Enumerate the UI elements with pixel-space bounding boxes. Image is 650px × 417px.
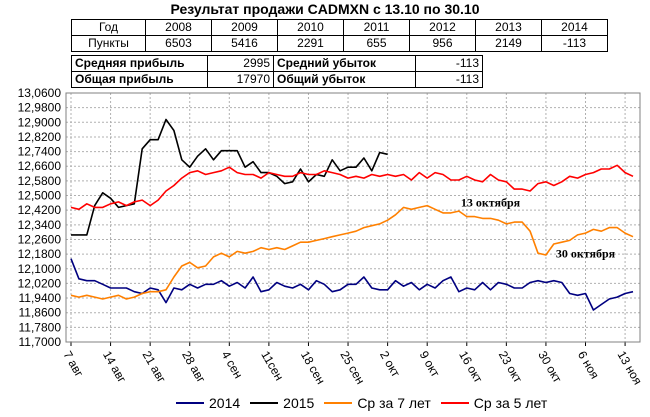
x-tick-label: 21 авг (140, 349, 169, 386)
x-tick-label: 13 ноя (614, 349, 644, 388)
stats-table: Средняя прибыль 2995 Средний убыток -113… (71, 55, 483, 88)
y-tick-label: 12,4200 (18, 203, 62, 217)
points-cell: 5416 (211, 35, 278, 52)
y-tick-label: 12,7400 (18, 145, 62, 159)
y-tick-label: 12,2600 (18, 232, 62, 246)
x-tick-label: 28 авг (179, 349, 208, 386)
legend-swatch-avg7 (324, 402, 353, 404)
points-cell: 2291 (277, 35, 344, 52)
legend-item-avg5: Ср за 5 лет (440, 395, 548, 411)
x-tick-label: 9 окт (417, 349, 443, 380)
grid-lines (66, 92, 640, 346)
y-tick-label: 11,8600 (19, 306, 62, 320)
stats-row-avg: Средняя прибыль 2995 Средний убыток -113 (71, 55, 483, 72)
points-cell: 2149 (475, 35, 542, 52)
legend-label-avg5: Ср за 5 лет (473, 395, 548, 411)
y-tick-label: 13,0600 (18, 86, 62, 100)
year-cell: 2008 (145, 19, 212, 36)
total-loss-value: -113 (415, 71, 483, 88)
legend-item-2014: 2014 (176, 395, 240, 411)
points-cell: -113 (541, 35, 608, 52)
legend-swatch-2015 (250, 402, 279, 404)
total-profit-label: Общая прибыль (71, 71, 208, 88)
x-tick-label: 6 ноя (575, 349, 602, 382)
y-tick-label: 12,0200 (18, 276, 62, 290)
x-tick-label: 30 окт (535, 349, 564, 386)
line-chart: 13,060012,980012,900012,820012,740012,66… (18, 86, 645, 388)
legend-label-2015: 2015 (283, 395, 315, 411)
plot-frame (65, 92, 641, 343)
legend-item-2015: 2015 (250, 395, 314, 411)
points-row: Пункты 6503 5416 2291 655 956 2149 -113 (71, 35, 608, 52)
series-line-2014 (70, 258, 634, 311)
x-tick-label: 11сен (258, 349, 286, 384)
series-line-Ср-за-5-лет (70, 164, 634, 211)
x-axis-labels: 7 авг 14 авг 21 авг 28 авг 4 сен 11сен 18 сен 2… (60, 349, 644, 388)
series-lines (70, 118, 634, 311)
y-tick-label: 12,9800 (18, 101, 62, 115)
y-tick-label: 11,9400 (19, 291, 62, 305)
y-tick-label: 12,6600 (18, 159, 62, 173)
points-row-label: Пункты (71, 35, 146, 52)
points-cell: 655 (343, 35, 410, 52)
points-cell: 956 (409, 35, 476, 52)
x-tick-label: 14 авг (100, 349, 129, 386)
y-tick-label: 12,1000 (18, 262, 62, 276)
x-tick-label: 7 авг (60, 349, 86, 380)
total-profit-value: 17970 (207, 71, 274, 88)
years-row: Год 2008 2009 2010 2011 2012 2013 2014 (71, 19, 608, 36)
y-tick-label: 12,5800 (18, 174, 62, 188)
annotation-label: 30 октября (556, 247, 616, 261)
y-tick-label: 12,1800 (18, 247, 62, 261)
x-tick-label: 23 окт (496, 349, 525, 386)
y-tick-label: 11,7800 (19, 320, 62, 334)
legend-item-avg7: Ср за 7 лет (324, 395, 431, 411)
legend-label-avg7: Ср за 7 лет (357, 395, 431, 411)
legend-label-2014: 2014 (209, 395, 241, 411)
total-loss-label: Общий убыток (273, 71, 416, 88)
x-tick-label: 25 сен (337, 349, 367, 387)
series-line-2015 (71, 118, 388, 236)
y-axis-labels: 13,060012,980012,900012,820012,740012,66… (18, 86, 62, 349)
y-tick-label: 12,8200 (18, 130, 62, 144)
legend-swatch-avg5 (440, 402, 469, 404)
year-cell: 2012 (409, 19, 476, 36)
stats-row-total: Общая прибыль 17970 Общий убыток -113 (71, 71, 483, 88)
series-line-Ср-за-7-лет (70, 204, 634, 300)
x-tick-label: 18 сен (298, 349, 328, 387)
y-tick-label: 12,9000 (18, 115, 62, 129)
legend-swatch-2014 (176, 402, 204, 404)
chart-title: Результат продажи CADMXN с 13.10 по 30.1… (170, 1, 480, 17)
y-tick-label: 11,7000 (19, 335, 62, 349)
avg-loss-value: -113 (415, 55, 483, 72)
year-cell: 2014 (541, 19, 608, 36)
annotation-label: 13 октября (461, 195, 521, 209)
y-tick-label: 12,5000 (18, 189, 62, 203)
y-tick-label: 12,3400 (18, 218, 62, 232)
x-tick-label: 16 окт (456, 349, 485, 386)
annotations: 13 октября 30 октября (461, 195, 616, 260)
points-cell: 6503 (145, 35, 212, 52)
years-table: Год 2008 2009 2010 2011 2012 2013 2014 П… (71, 19, 608, 52)
x-tick-label: 4 сен (219, 349, 246, 381)
x-tick-label: 2 окт (377, 349, 403, 380)
legend: 2014 2015 Ср за 7 лет Ср за 5 лет (176, 393, 547, 413)
